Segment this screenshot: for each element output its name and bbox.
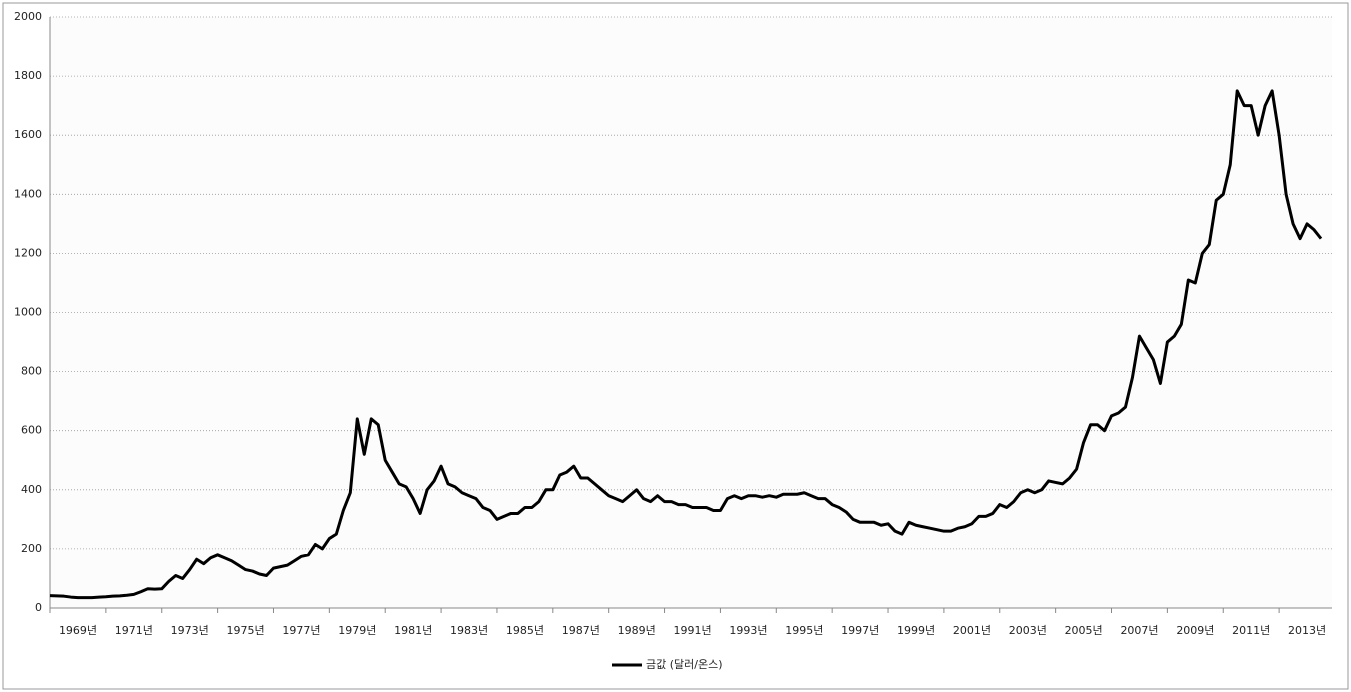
x-tick-label: 1969년	[59, 624, 97, 637]
x-tick-label: 1999년	[897, 624, 935, 637]
y-tick-label: 1600	[14, 128, 42, 141]
x-tick-label: 1971년	[115, 624, 153, 637]
x-tick-label: 1975년	[227, 624, 265, 637]
y-tick-label: 200	[21, 542, 42, 555]
y-tick-label: 0	[35, 601, 42, 614]
x-tick-label: 1991년	[673, 624, 711, 637]
x-tick-label: 2005년	[1065, 624, 1103, 637]
y-tick-label: 1000	[14, 306, 42, 319]
x-tick-label: 2009년	[1176, 624, 1214, 637]
x-tick-label: 1995년	[785, 624, 823, 637]
data-line	[49, 89, 1323, 600]
x-tick-label: 1981년	[394, 624, 432, 637]
y-tick-label: 1800	[14, 69, 42, 82]
y-tick-label: 400	[21, 483, 42, 496]
x-tick-label: 1987년	[562, 624, 600, 637]
x-tick-label: 1983년	[450, 624, 488, 637]
x-tick-label: 2007년	[1120, 624, 1158, 637]
x-tick-label: 1977년	[282, 624, 320, 637]
y-tick-label: 600	[21, 424, 42, 437]
y-tick-label: 2000	[14, 10, 42, 23]
x-tick-label: 1973년	[171, 624, 209, 637]
x-tick-label: 2013년	[1288, 624, 1326, 637]
x-tick-label: 2011년	[1232, 624, 1270, 637]
legend-label: 금값 (달러/온스)	[646, 658, 723, 671]
y-tick-label: 1400	[14, 187, 42, 200]
y-tick-label: 800	[21, 365, 42, 378]
x-tick-label: 1989년	[618, 624, 656, 637]
x-tick-label: 1985년	[506, 624, 544, 637]
x-tick-label: 1979년	[338, 624, 376, 637]
x-tick-label: 2001년	[953, 624, 991, 637]
x-tick-label: 1997년	[841, 624, 879, 637]
x-tick-label: 1993년	[729, 624, 767, 637]
x-tick-label: 2003년	[1009, 624, 1047, 637]
y-tick-label: 1200	[14, 246, 42, 259]
